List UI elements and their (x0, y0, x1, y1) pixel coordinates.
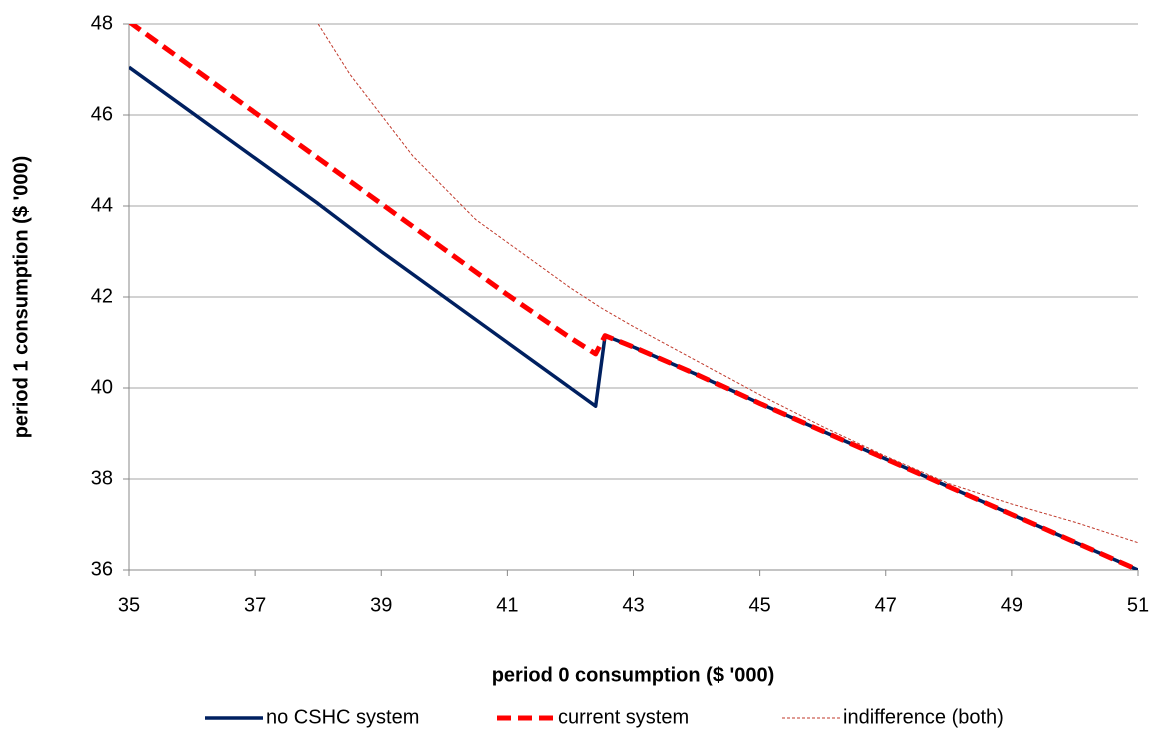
y-axis-title: period 1 consumption ($ '000) (10, 156, 32, 439)
series-line (317, 24, 1138, 544)
y-tick-label: 36 (91, 558, 113, 580)
y-tick-label: 48 (91, 12, 113, 34)
y-tick-label: 40 (91, 376, 113, 398)
x-tick-label: 37 (244, 594, 266, 616)
legend-label: indifference (both) (843, 706, 1004, 728)
x-tick-label: 47 (875, 594, 897, 616)
x-tick-label: 43 (622, 594, 644, 616)
x-tick-label: 49 (1001, 594, 1023, 616)
y-tick-label: 42 (91, 285, 113, 307)
legend-label: no CSHC system (266, 706, 419, 728)
x-tick-label: 51 (1127, 594, 1149, 616)
x-tick-label: 41 (496, 594, 518, 616)
y-tick-label: 44 (91, 194, 113, 216)
series-line (129, 65, 1138, 570)
y-tick-label: 46 (91, 103, 113, 125)
y-tick-label: 38 (91, 467, 113, 489)
x-tick-label: 39 (370, 594, 392, 616)
x-axis-title: period 0 consumption ($ '000) (492, 664, 775, 686)
series-line (129, 24, 1138, 570)
x-tick-label: 35 (118, 594, 140, 616)
x-tick-label: 45 (749, 594, 771, 616)
legend-label: current system (558, 706, 689, 728)
